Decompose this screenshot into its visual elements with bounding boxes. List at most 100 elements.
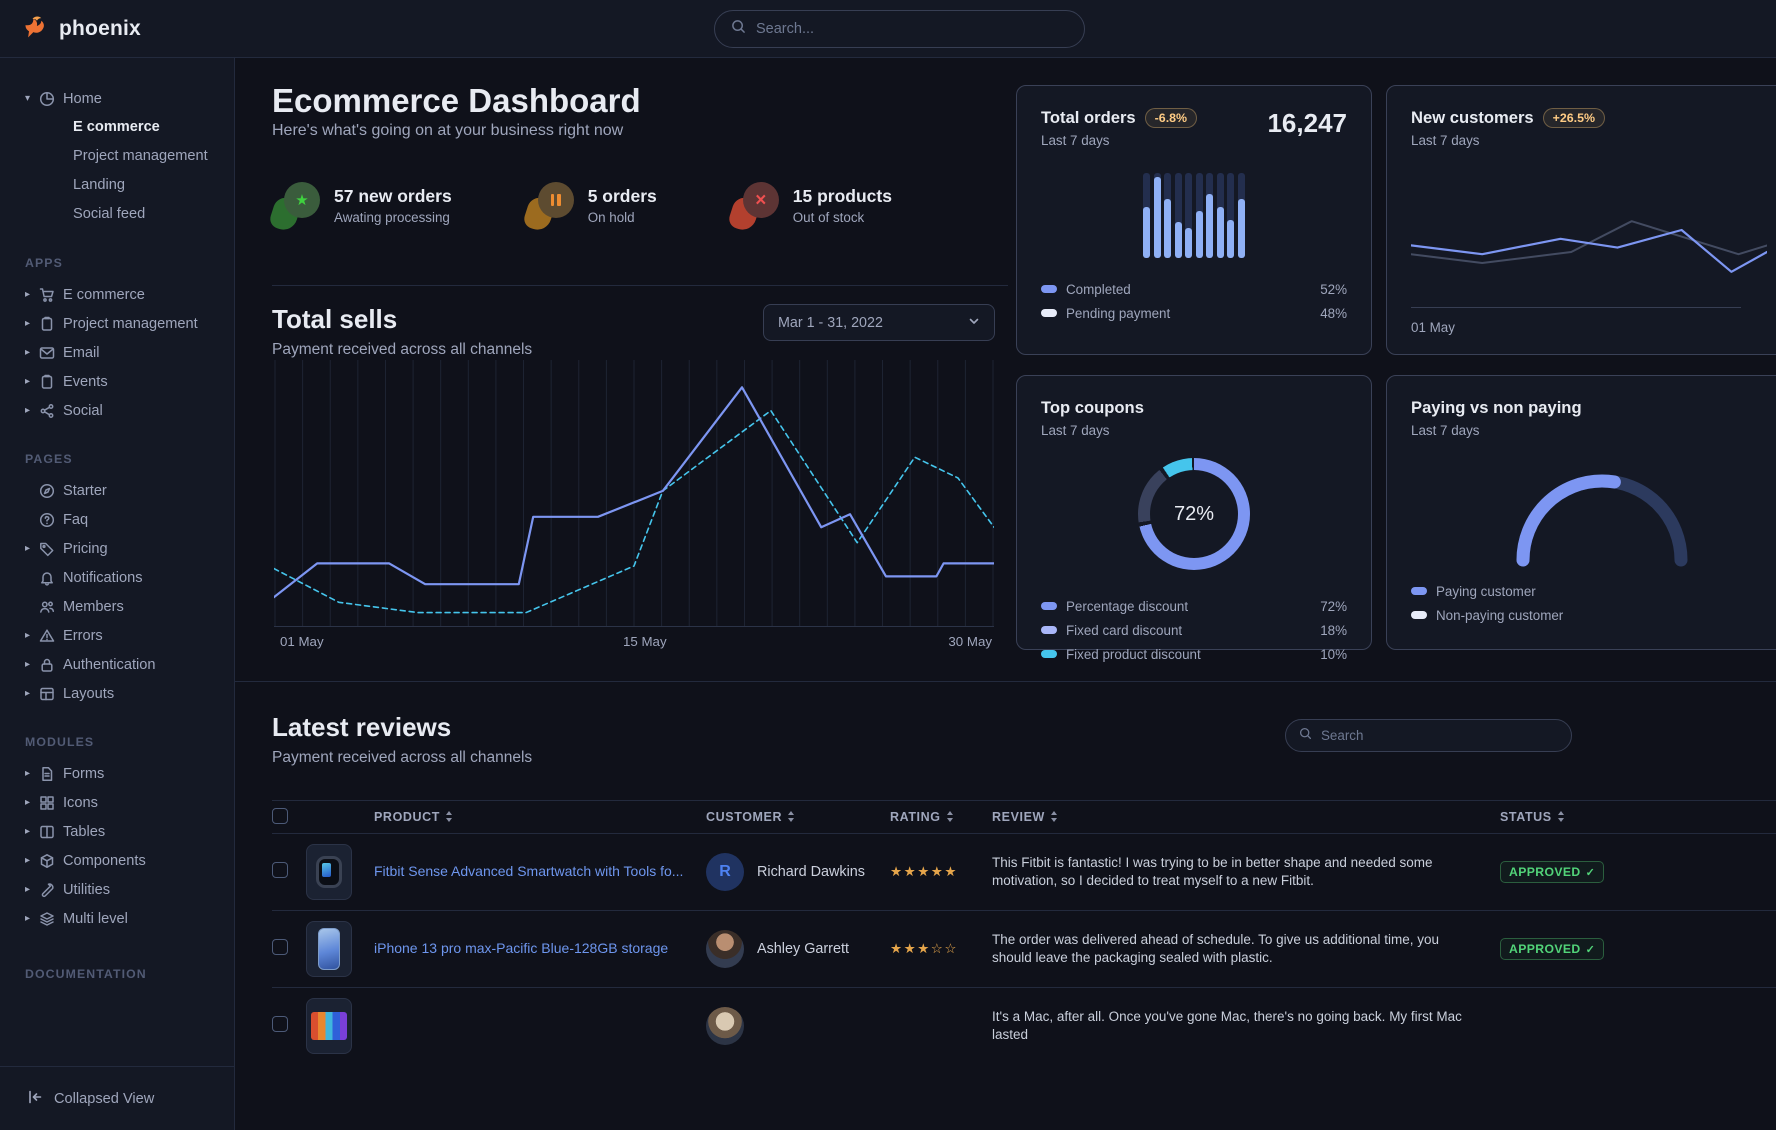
avatar	[706, 930, 744, 968]
stat-caption: On hold	[587, 209, 635, 225]
product-thumbnail-macbook[interactable]	[306, 998, 352, 1054]
chevron-down-icon	[968, 315, 980, 331]
sidebar-item-layouts[interactable]: ▸ Layouts	[25, 685, 115, 702]
legend-swatch	[1411, 611, 1427, 619]
box-icon	[39, 853, 63, 869]
legend-item: Fixed product discount 10%	[1041, 642, 1347, 666]
top-coupons-donut-chart: 72%	[1138, 458, 1250, 570]
phoenix-logo-icon	[22, 12, 50, 45]
on-hold-pause-icon	[521, 180, 574, 234]
chevron-right-icon: ▸	[25, 318, 31, 329]
sidebar-item-members[interactable]: Members	[0, 592, 234, 621]
sidebar-item-starter[interactable]: Starter	[0, 476, 234, 505]
section-divider	[272, 285, 1008, 286]
sidebar-item-errors[interactable]: ▸ Errors	[25, 627, 103, 644]
product-thumbnail-smartwatch[interactable]	[306, 844, 352, 900]
card-period: Last 7 days	[1041, 133, 1110, 148]
sidebar-item-tables[interactable]: ▸ Tables	[25, 823, 106, 840]
mail-icon	[39, 345, 63, 361]
sidebar-item-events[interactable]: ▸ Events	[25, 373, 108, 390]
x-tick: 15 May	[622, 634, 667, 649]
product-thumbnail-iphone[interactable]	[306, 921, 352, 977]
sidebar-item-apps-ecommerce[interactable]: ▸ E commerce	[25, 286, 145, 303]
sidebar-item-landing[interactable]: Landing	[73, 177, 125, 193]
sort-icon	[1050, 811, 1058, 822]
chevron-right-icon: ▸	[25, 688, 31, 699]
total-sells-subtitle: Payment received across all channels	[272, 341, 533, 358]
date-range-select[interactable]: Mar 1 - 31, 2022	[763, 304, 995, 341]
reviews-search-input[interactable]	[1321, 728, 1558, 743]
cart-icon	[39, 287, 63, 303]
legend-item: Fixed card discount 18%	[1041, 618, 1347, 642]
x-axis-line	[1411, 307, 1741, 308]
row-checkbox[interactable]	[272, 938, 288, 955]
select-all-checkbox[interactable]	[272, 807, 288, 824]
avatar: R	[706, 853, 744, 891]
kpi-cards-grid: Total orders -6.8% Last 7 days 16,247 Co…	[1016, 85, 1776, 681]
section-label-pages: PAGES	[25, 452, 73, 466]
reviews-search[interactable]	[1285, 719, 1572, 752]
sidebar-item-notifications[interactable]: Notifications	[0, 563, 234, 592]
delta-badge: +26.5%	[1542, 108, 1606, 128]
card-period: Last 7 days	[1411, 133, 1480, 148]
sidebar-item-label: Home	[63, 90, 102, 107]
brand[interactable]: phoenix	[22, 12, 141, 45]
row-checkbox[interactable]	[272, 1015, 288, 1032]
top-coupons-legend: Percentage discount 72% Fixed card disco…	[1041, 594, 1347, 666]
column-header-customer[interactable]: CUSTOMER	[706, 800, 890, 834]
pie-chart-icon	[39, 91, 63, 107]
card-period: Last 7 days	[1411, 423, 1480, 438]
sidebar-item-home[interactable]: ▾ Home	[0, 84, 234, 113]
reviews-table: PRODUCT CUSTOMER RATING REVIEW STATUS Fi…	[272, 800, 1776, 1130]
column-header-review[interactable]: REVIEW	[992, 800, 1500, 834]
chevron-right-icon: ▸	[25, 855, 31, 866]
sidebar-item-components[interactable]: ▸ Components	[25, 852, 146, 869]
sidebar-item-pricing[interactable]: ▸ Pricing	[25, 540, 108, 557]
column-header-rating[interactable]: RATING	[890, 800, 992, 834]
card-total-orders: Total orders -6.8% Last 7 days 16,247 Co…	[1016, 85, 1372, 355]
sidebar-item-faq[interactable]: Faq	[0, 505, 234, 534]
x-tick: 30 May	[948, 634, 992, 649]
legend-item: Pending payment 48%	[1041, 301, 1347, 325]
page-subtitle: Here's what's going on at your business …	[272, 122, 624, 139]
global-search[interactable]	[714, 10, 1085, 48]
latest-reviews-title: Latest reviews	[272, 712, 452, 742]
help-circle-icon	[39, 512, 63, 528]
sidebar-item-authentication[interactable]: ▸ Authentication	[25, 656, 156, 673]
stats-row: ★ 57 new orders Awating processing 5 ord…	[267, 180, 892, 234]
total-sells-x-axis: 01 May 15 May 30 May	[274, 634, 994, 650]
sidebar-item-forms[interactable]: ▸ Forms	[25, 765, 105, 782]
sidebar-item-project-management[interactable]: Project management	[73, 148, 208, 164]
clipboard-icon	[39, 374, 63, 390]
product-link[interactable]: Fitbit Sense Advanced Smartwatch with To…	[374, 863, 684, 879]
column-header-product[interactable]: PRODUCT	[374, 800, 706, 834]
search-input[interactable]	[756, 21, 1068, 37]
sidebar-item-icons[interactable]: ▸ Icons	[25, 794, 98, 811]
share-icon	[39, 403, 63, 419]
chevron-down-icon: ▾	[25, 93, 31, 104]
sidebar-item-apps-project-management[interactable]: ▸ Project management	[25, 315, 198, 332]
lock-icon	[39, 657, 63, 673]
sidebar-item-ecommerce[interactable]: E commerce	[73, 119, 160, 135]
total-orders-bar-chart	[1143, 173, 1245, 258]
stat-value: 5 orders	[587, 185, 657, 206]
product-link[interactable]: iPhone 13 pro max-Pacific Blue-128GB sto…	[374, 940, 669, 956]
chevron-right-icon: ▸	[25, 543, 31, 554]
table-row: It's a Mac, after all. Once you've gone …	[272, 987, 1776, 1130]
clipboard-icon	[39, 316, 63, 332]
collapse-sidebar-button[interactable]: Collapsed View	[0, 1066, 234, 1130]
sidebar-item-multi-level[interactable]: ▸ Multi level	[25, 910, 128, 927]
row-checkbox[interactable]	[272, 861, 288, 878]
sidebar-nav: ▾ Home E commerce Project management Lan…	[0, 58, 234, 1066]
column-header-status[interactable]: STATUS	[1500, 800, 1776, 834]
card-paying-vs-non-paying: Paying vs non paying Last 7 days Paying …	[1386, 375, 1776, 650]
latest-reviews-section: Latest reviews Payment received across a…	[235, 681, 1776, 1130]
sidebar-item-utilities[interactable]: ▸ Utilities	[25, 881, 111, 898]
sidebar-item-email[interactable]: ▸ Email	[25, 344, 100, 361]
donut-center-value: 72%	[1173, 502, 1215, 525]
x-tick: 01 May	[1411, 320, 1455, 335]
sidebar-item-social-feed[interactable]: Social feed	[73, 206, 146, 222]
delta-badge: -6.8%	[1144, 108, 1198, 128]
sidebar-item-social[interactable]: ▸ Social	[25, 402, 103, 419]
